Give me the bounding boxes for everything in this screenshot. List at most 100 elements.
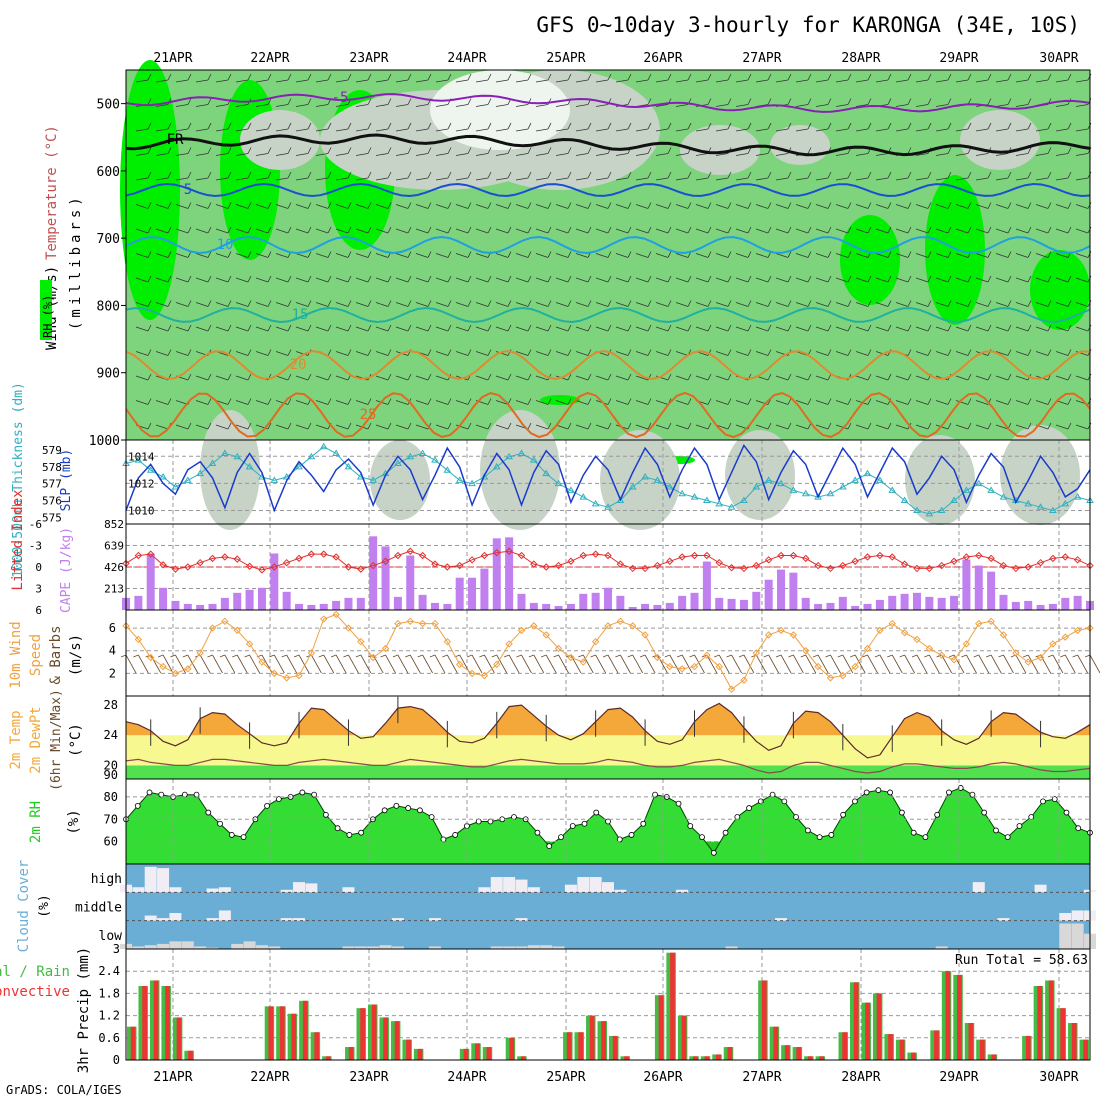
barb-flag [527, 73, 532, 81]
upper-wind-barb [1015, 226, 1032, 234]
barb-staff [835, 79, 849, 83]
surface-wind-barb [541, 654, 557, 674]
barb-staff [875, 424, 889, 430]
barb-flag [747, 171, 752, 179]
barb-staff [715, 128, 729, 132]
barb-staff [1075, 104, 1089, 107]
upper-wind-barb [675, 226, 692, 234]
barb-flag [867, 226, 872, 234]
barb-flag [747, 300, 752, 307]
barb-staff [255, 351, 269, 356]
barb-staff [855, 79, 869, 83]
barb-staff [435, 253, 449, 258]
upper-wind-barb [195, 122, 212, 132]
barb-staff [235, 375, 249, 381]
cape-bar [418, 594, 427, 610]
barb-flag [207, 122, 212, 130]
upper-wind-barb [295, 373, 312, 381]
cape-bar [999, 594, 1008, 610]
rh-dry-area [960, 110, 1040, 170]
barb-staff [375, 351, 389, 356]
barb-staff [295, 128, 309, 132]
upper-wind-barb [555, 147, 572, 156]
barb-staff [695, 204, 709, 209]
barb-staff [395, 128, 409, 132]
top-date-label: 21APR [153, 51, 192, 66]
upper-wind-barb [955, 398, 972, 405]
barb-flag [1067, 422, 1072, 430]
upper-wind-barb [955, 171, 972, 181]
thickness-line-marker [764, 476, 773, 483]
upper-wind-barb [575, 275, 592, 283]
li-line-marker [270, 563, 279, 571]
rh-tick-label: 80 [104, 790, 118, 804]
upper-wind-barb [935, 251, 952, 258]
barb-staff [655, 400, 669, 405]
upper-wind-barb [475, 73, 492, 83]
barb-flag [547, 171, 552, 179]
upper-wind-barb [175, 202, 192, 209]
wind-label-3-group: & Barbs [48, 625, 64, 684]
barb-flag [187, 349, 192, 356]
barb-staff [375, 253, 389, 258]
barb-flag [667, 275, 672, 283]
barb-flag [927, 349, 932, 356]
upper-wind-barb [535, 226, 552, 234]
barb-flag [487, 122, 492, 130]
cape-bar [492, 538, 501, 610]
li-line-marker [1024, 563, 1032, 571]
barb-flag [167, 324, 172, 332]
barb-staff [1015, 253, 1029, 258]
barb-flag [887, 251, 892, 258]
upper-wind-barb [895, 373, 912, 381]
barb-flag [847, 226, 852, 234]
upper-unit-label: (millibars) [68, 193, 84, 330]
barb-flag [187, 251, 192, 258]
rh-label: RH (%) [41, 295, 55, 338]
upper-wind-barb [215, 398, 232, 405]
wind-speed-line-marker [394, 619, 402, 628]
barb-flag [347, 398, 352, 405]
upper-wind-barb [175, 147, 192, 156]
upper-wind-barb [415, 202, 432, 209]
cloud-bar-high [527, 887, 540, 893]
upper-wind-barb [815, 122, 832, 132]
cape-bar [925, 596, 934, 610]
precip-convective-bar [796, 1047, 802, 1060]
barb-staff [235, 326, 249, 332]
barb-flag [707, 226, 712, 234]
barb-staff [795, 400, 809, 405]
barb-flag [541, 654, 547, 658]
barb-staff [575, 177, 589, 181]
barb-staff [1055, 424, 1069, 430]
upper-wind-barb [375, 324, 392, 332]
barb-flag [227, 373, 232, 381]
upper-wind-barb [515, 171, 532, 181]
barb-flag [867, 398, 872, 405]
wind-speed-line-marker [554, 644, 563, 653]
barb-staff [495, 153, 509, 156]
upper-wind-barb [795, 202, 812, 209]
thickness-line-marker [505, 452, 514, 460]
barb-staff [215, 79, 229, 83]
barb-staff [446, 654, 458, 674]
cape-bar [245, 589, 254, 610]
rh-marker [675, 800, 682, 807]
precip-convective-bar [1037, 986, 1043, 1060]
li-line-marker [876, 551, 884, 560]
cloud-bar-high [206, 888, 219, 893]
upper-wind-barb [555, 398, 572, 405]
barb-flag [907, 122, 912, 130]
upper-wind-barb [675, 398, 692, 405]
barb-staff [495, 104, 509, 107]
barb-flag [567, 422, 572, 430]
surface-wind-barb [924, 654, 940, 674]
barb-staff [215, 104, 229, 107]
barb-flag [807, 202, 812, 209]
upper-wind-barb [415, 324, 432, 332]
barb-staff [835, 228, 849, 234]
upper-wind-barb [575, 373, 592, 381]
barb-flag [607, 122, 612, 130]
barb-staff [155, 400, 169, 405]
barb-staff [695, 326, 709, 332]
